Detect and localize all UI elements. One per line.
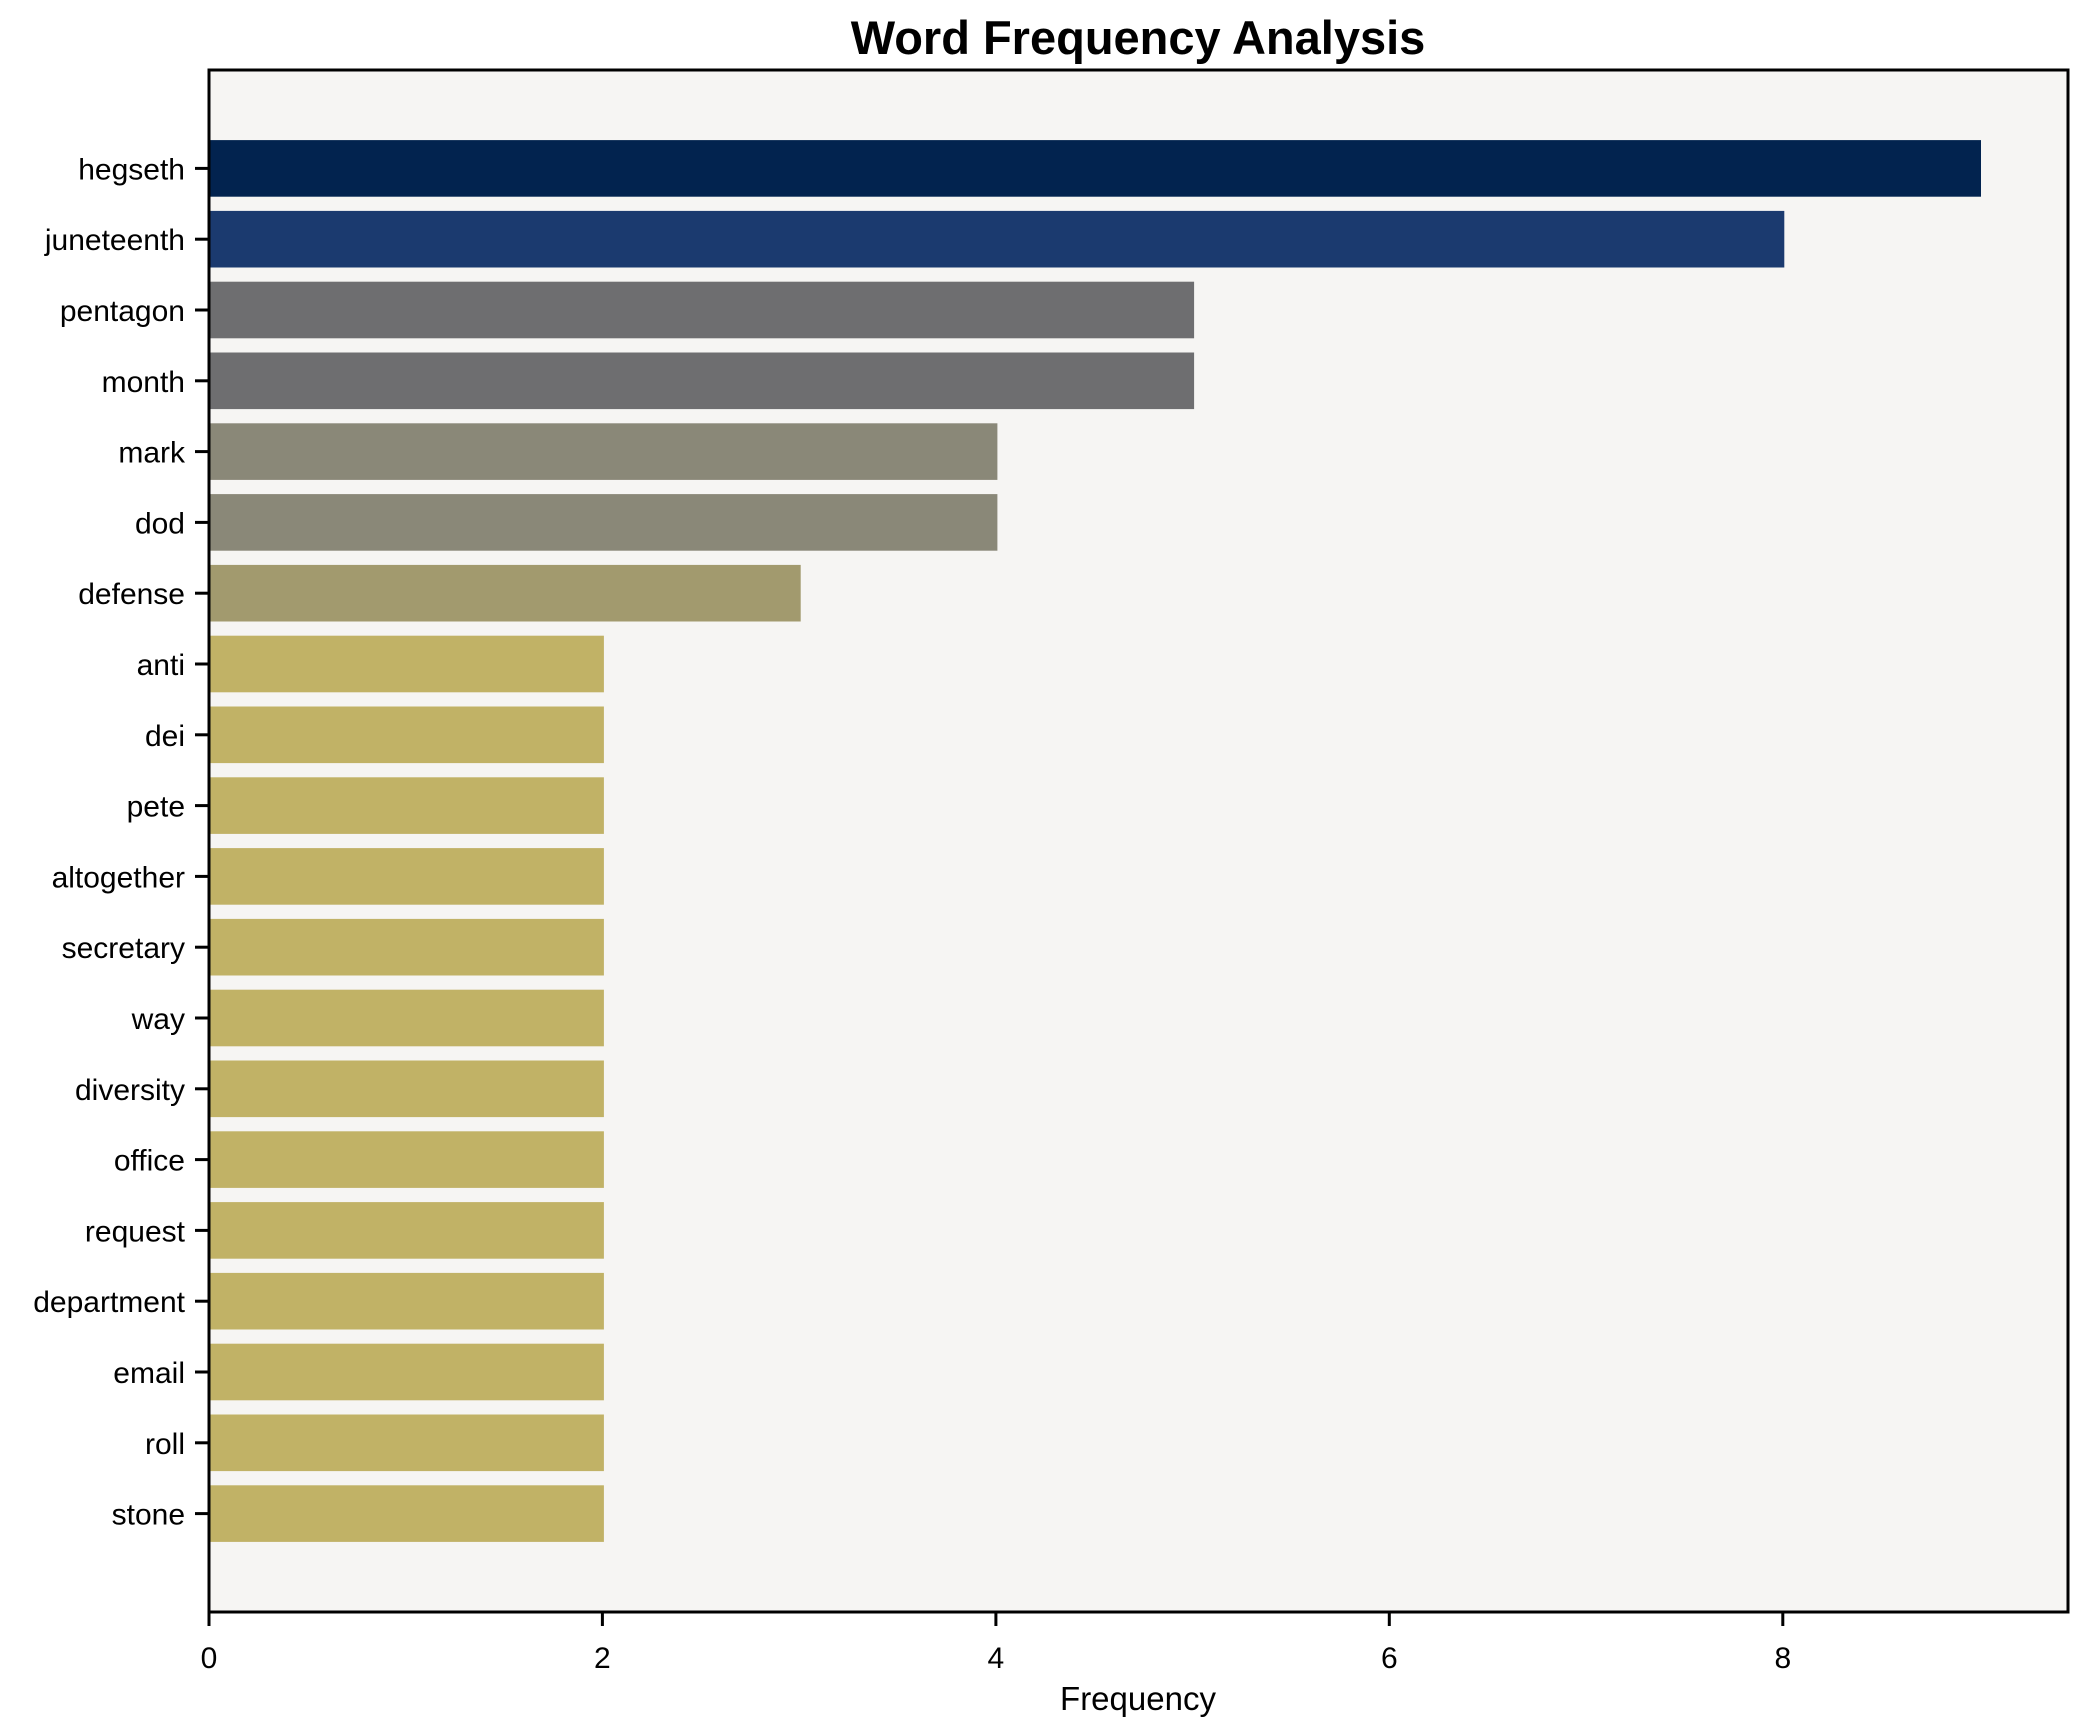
bar-office: [210, 1131, 604, 1188]
bar-dei: [210, 706, 604, 764]
y-tick-label-roll: roll: [145, 1428, 185, 1461]
y-tick-label-month: month: [102, 366, 185, 399]
bar-dod: [210, 494, 998, 551]
y-tick-label-defense: defense: [78, 578, 185, 611]
y-tick-label-anti: anti: [137, 649, 185, 682]
y-tick-label-email: email: [113, 1357, 185, 1390]
bar-roll: [210, 1414, 604, 1472]
bar-pete: [210, 777, 604, 834]
bar-diversity: [210, 1060, 604, 1118]
y-tick-label-juneteenth: juneteenth: [44, 224, 185, 257]
bar-way: [210, 989, 604, 1047]
bar-pentagon: [210, 281, 1195, 339]
bar-department: [210, 1272, 604, 1330]
x-tick-label-4: 4: [988, 1642, 1005, 1675]
bar-hegseth: [210, 140, 1981, 197]
chart-title: Word Frequency Analysis: [851, 11, 1426, 64]
y-tick-label-office: office: [114, 1145, 185, 1178]
bar-altogether: [210, 848, 604, 905]
bar-month: [210, 352, 1195, 410]
bar-anti: [210, 635, 604, 693]
y-tick-label-stone: stone: [112, 1499, 185, 1532]
y-tick-label-pete: pete: [127, 791, 185, 824]
y-tick-label-way: way: [131, 1003, 185, 1036]
x-axis-tick-labels: 0 2 4 6 8: [201, 1612, 1791, 1675]
bar-mark: [210, 423, 998, 480]
bar-request: [210, 1202, 604, 1259]
y-tick-label-department: department: [33, 1286, 185, 1319]
bar-email: [210, 1343, 604, 1401]
bar-defense: [210, 564, 801, 622]
x-tick-label-0: 0: [201, 1642, 218, 1675]
y-tick-label-dei: dei: [145, 720, 185, 753]
y-tick-label-dod: dod: [135, 507, 185, 540]
bars-group: [210, 140, 1981, 1542]
plot-border: [207, 68, 2070, 1614]
x-tick-label-8: 8: [1774, 1642, 1791, 1675]
x-tick-label-6: 6: [1381, 1642, 1398, 1675]
bar-secretary: [210, 918, 604, 976]
y-tick-label-hegseth: hegseth: [78, 153, 185, 186]
y-tick-label-request: request: [85, 1215, 186, 1248]
y-axis-tick-labels: hegseth juneteenth pentagon month mark dod def…: [33, 153, 209, 1532]
y-tick-label-altogether: altogether: [52, 861, 185, 894]
y-tick-label-diversity: diversity: [75, 1074, 185, 1107]
x-tick-label-2: 2: [594, 1642, 611, 1675]
bar-stone: [210, 1485, 604, 1542]
y-tick-label-mark: mark: [118, 437, 186, 470]
y-tick-label-pentagon: pentagon: [60, 295, 185, 328]
x-axis-label: Frequency: [1060, 1680, 1216, 1717]
y-tick-label-secretary: secretary: [62, 932, 185, 965]
bar-juneteenth: [210, 210, 1785, 268]
